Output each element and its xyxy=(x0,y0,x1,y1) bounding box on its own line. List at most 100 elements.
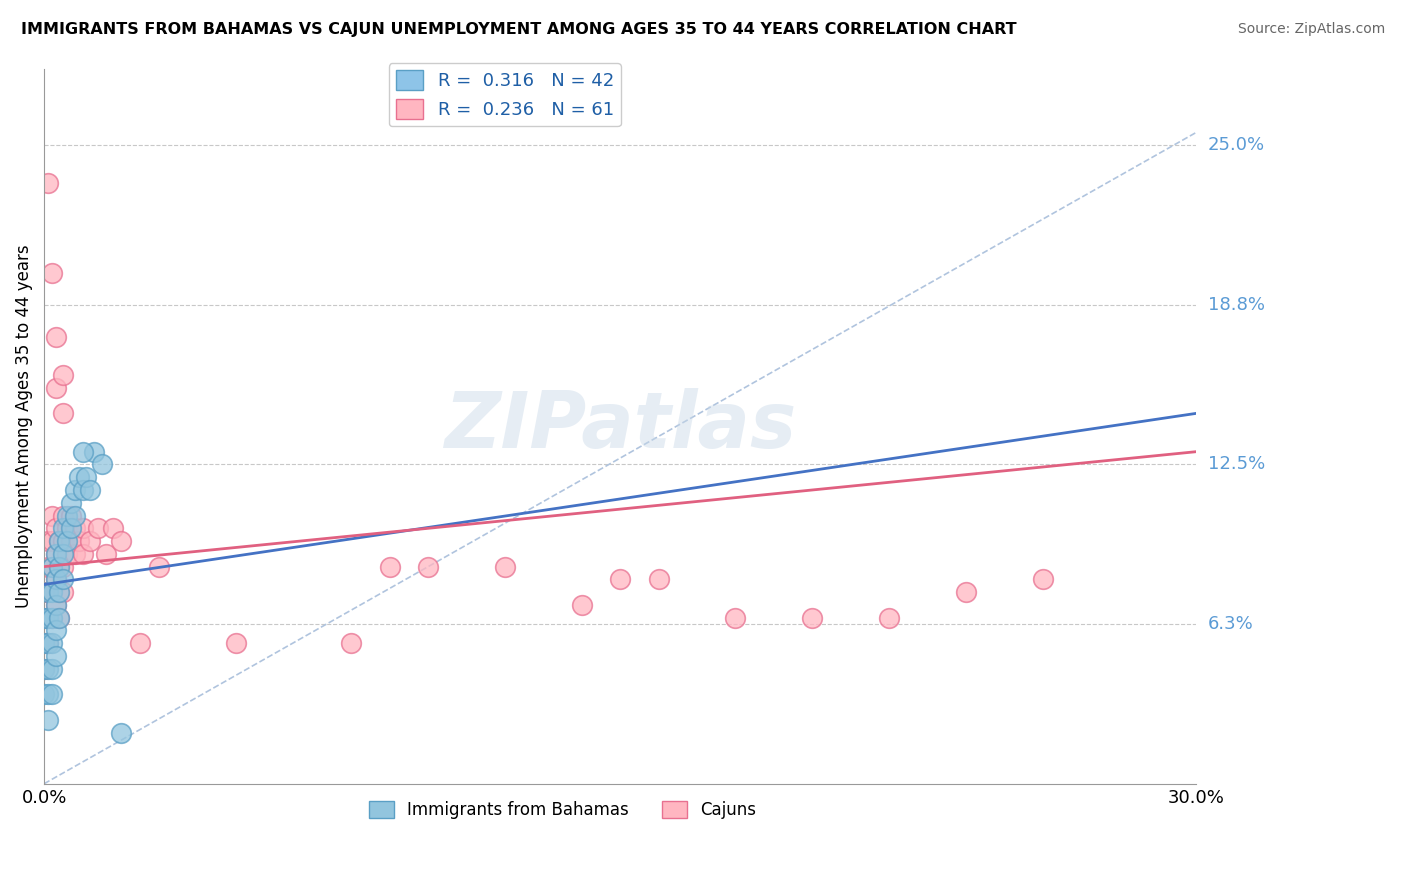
Point xyxy=(41,508,63,523)
Point xyxy=(48,559,70,574)
Point xyxy=(67,534,90,549)
Point xyxy=(32,687,55,701)
Point xyxy=(45,598,67,612)
Point xyxy=(41,636,63,650)
Point xyxy=(56,547,79,561)
Point xyxy=(45,547,67,561)
Point xyxy=(59,534,82,549)
Point xyxy=(32,585,55,599)
Point xyxy=(45,329,67,343)
Point xyxy=(37,534,59,549)
Point xyxy=(37,636,59,650)
Point xyxy=(52,573,75,587)
Point xyxy=(56,534,79,549)
Point xyxy=(37,610,59,624)
Point xyxy=(110,534,132,549)
Point xyxy=(79,483,101,497)
Point xyxy=(52,368,75,382)
Point xyxy=(32,662,55,676)
Point xyxy=(45,521,67,535)
Text: IMMIGRANTS FROM BAHAMAS VS CAJUN UNEMPLOYMENT AMONG AGES 35 TO 44 YEARS CORRELAT: IMMIGRANTS FROM BAHAMAS VS CAJUN UNEMPLO… xyxy=(21,22,1017,37)
Point xyxy=(72,521,94,535)
Point xyxy=(41,559,63,574)
Text: 12.5%: 12.5% xyxy=(1208,456,1265,474)
Point xyxy=(56,508,79,523)
Point xyxy=(801,610,824,624)
Text: Source: ZipAtlas.com: Source: ZipAtlas.com xyxy=(1237,22,1385,37)
Point xyxy=(418,559,440,574)
Point xyxy=(41,610,63,624)
Point xyxy=(724,610,747,624)
Point xyxy=(59,521,82,535)
Point xyxy=(45,573,67,587)
Point xyxy=(45,598,67,612)
Point xyxy=(90,458,112,472)
Point xyxy=(148,559,170,574)
Point xyxy=(225,636,247,650)
Point xyxy=(72,547,94,561)
Point xyxy=(72,483,94,497)
Point xyxy=(52,521,75,535)
Point xyxy=(56,521,79,535)
Point xyxy=(52,559,75,574)
Point xyxy=(79,534,101,549)
Point xyxy=(63,508,86,523)
Point xyxy=(52,547,75,561)
Point xyxy=(59,496,82,510)
Point xyxy=(32,636,55,650)
Point xyxy=(41,534,63,549)
Point xyxy=(571,598,593,612)
Text: 6.3%: 6.3% xyxy=(1208,615,1254,633)
Point xyxy=(45,624,67,638)
Point xyxy=(63,483,86,497)
Text: 18.8%: 18.8% xyxy=(1208,296,1265,314)
Point xyxy=(37,559,59,574)
Point xyxy=(45,547,67,561)
Point xyxy=(37,662,59,676)
Point xyxy=(45,381,67,395)
Point xyxy=(52,534,75,549)
Point xyxy=(37,687,59,701)
Point xyxy=(1032,573,1054,587)
Point xyxy=(75,470,97,484)
Point xyxy=(48,610,70,624)
Point xyxy=(32,610,55,624)
Point xyxy=(83,444,105,458)
Point xyxy=(48,585,70,599)
Point xyxy=(378,559,401,574)
Point xyxy=(72,444,94,458)
Point xyxy=(41,266,63,280)
Point xyxy=(110,725,132,739)
Point xyxy=(48,585,70,599)
Point xyxy=(41,687,63,701)
Point xyxy=(67,470,90,484)
Legend: Immigrants from Bahamas, Cajuns: Immigrants from Bahamas, Cajuns xyxy=(363,794,763,825)
Y-axis label: Unemployment Among Ages 35 to 44 years: Unemployment Among Ages 35 to 44 years xyxy=(15,244,32,608)
Point xyxy=(48,559,70,574)
Text: 25.0%: 25.0% xyxy=(1208,136,1265,154)
Point xyxy=(41,585,63,599)
Point xyxy=(37,713,59,727)
Point xyxy=(32,662,55,676)
Point xyxy=(94,547,117,561)
Point xyxy=(37,177,59,191)
Point xyxy=(37,585,59,599)
Point xyxy=(647,573,669,587)
Point xyxy=(87,521,110,535)
Point xyxy=(340,636,363,650)
Point xyxy=(48,534,70,549)
Point xyxy=(609,573,631,587)
Point xyxy=(52,585,75,599)
Point xyxy=(41,610,63,624)
Point xyxy=(32,636,55,650)
Point xyxy=(41,585,63,599)
Point xyxy=(37,636,59,650)
Point xyxy=(32,610,55,624)
Point xyxy=(48,610,70,624)
Point xyxy=(63,521,86,535)
Point xyxy=(37,585,59,599)
Point xyxy=(45,573,67,587)
Point xyxy=(52,406,75,420)
Text: ZIPatlas: ZIPatlas xyxy=(444,388,796,464)
Point xyxy=(41,559,63,574)
